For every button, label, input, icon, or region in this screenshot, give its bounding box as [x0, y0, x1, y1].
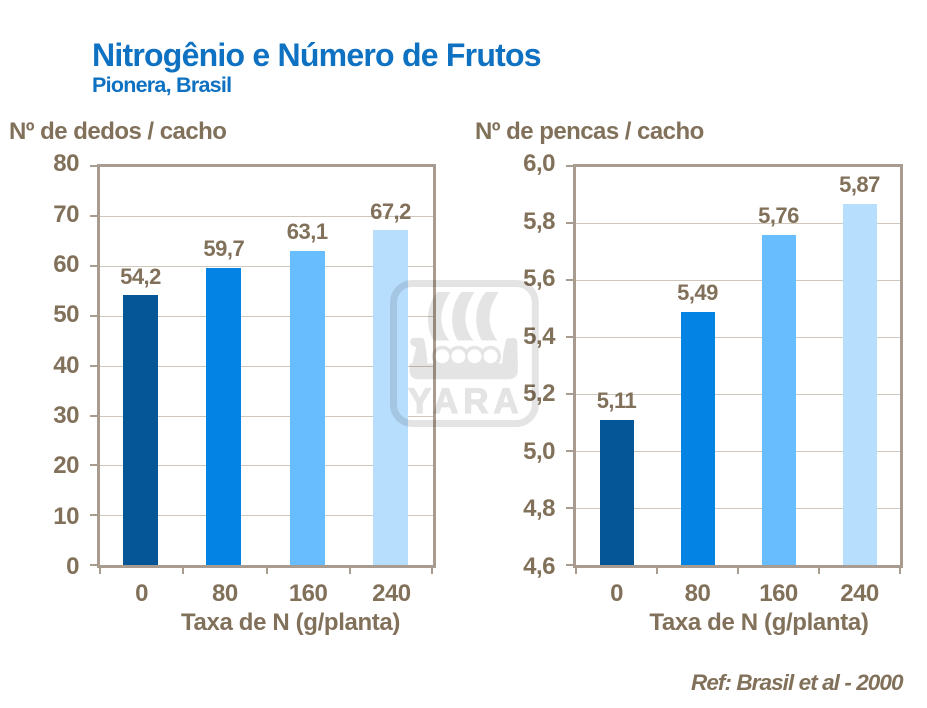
svg-text:YARA: YARA [408, 382, 524, 421]
